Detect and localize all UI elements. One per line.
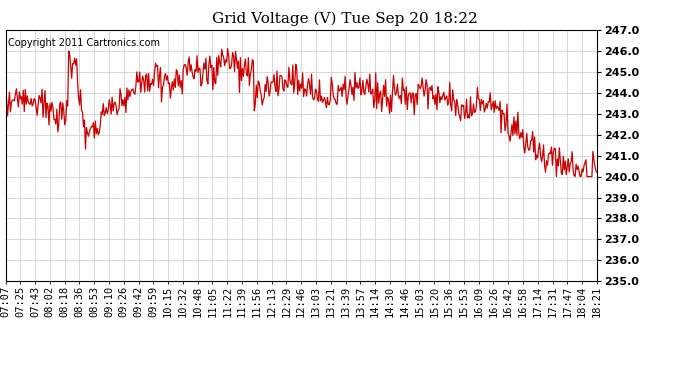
- Text: Grid Voltage (V) Tue Sep 20 18:22: Grid Voltage (V) Tue Sep 20 18:22: [212, 11, 478, 26]
- Text: Copyright 2011 Cartronics.com: Copyright 2011 Cartronics.com: [8, 38, 161, 48]
